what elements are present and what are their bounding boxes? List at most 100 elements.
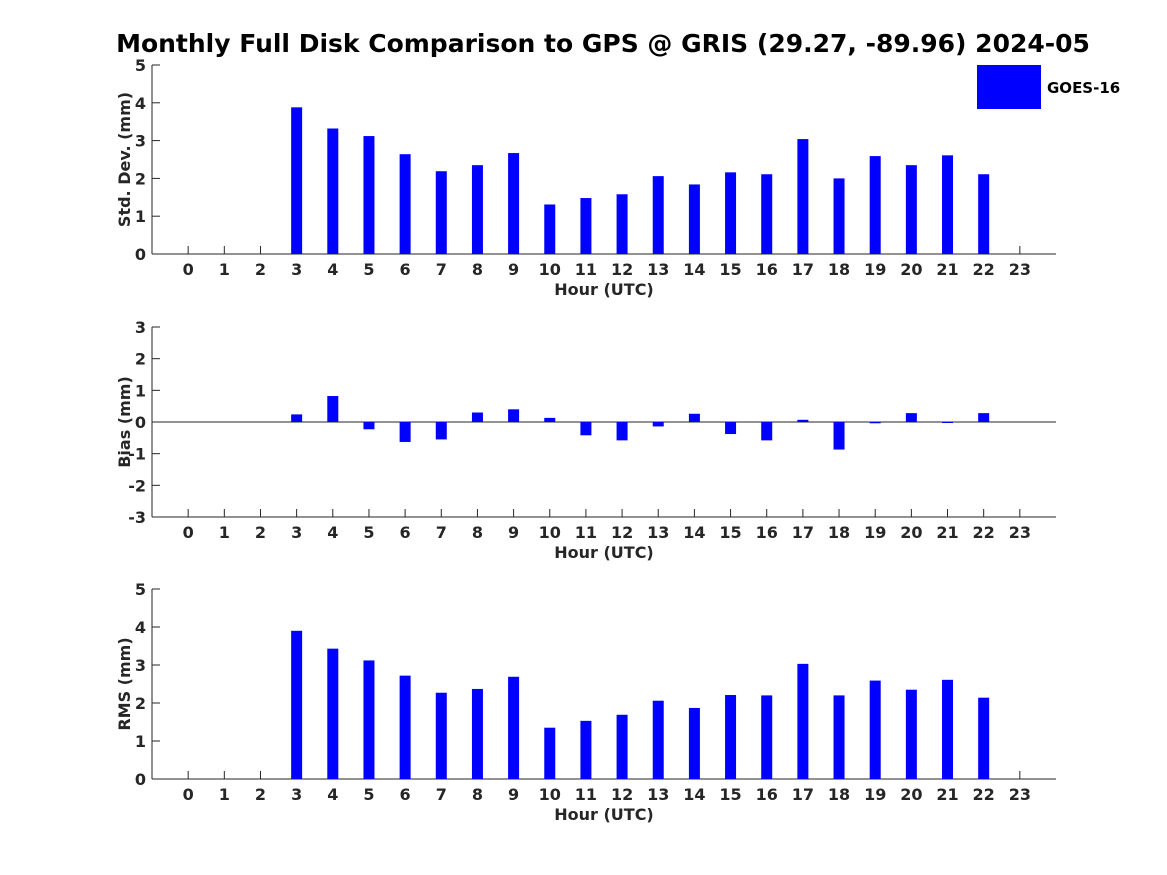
bar-7	[435, 422, 447, 440]
legend-swatch	[977, 65, 1041, 109]
x-tick-label: 7	[436, 523, 447, 542]
x-tick-label: 10	[539, 260, 561, 279]
x-tick-label: 11	[575, 785, 597, 804]
bar-22	[978, 413, 990, 422]
x-tick-label: 1	[219, 523, 230, 542]
bar-21	[942, 679, 954, 779]
bar-3	[291, 630, 303, 779]
x-tick-label: 5	[363, 785, 374, 804]
x-tick-label: 12	[611, 785, 633, 804]
bar-18	[833, 695, 845, 779]
bar-22	[978, 697, 990, 779]
y-tick-label: 5	[135, 56, 146, 75]
bar-19	[869, 156, 881, 254]
bar-8	[471, 688, 483, 779]
x-tick-label: 11	[575, 260, 597, 279]
x-tick-label: 6	[400, 260, 411, 279]
x-tick-label: 21	[936, 523, 958, 542]
bar-9	[508, 409, 520, 422]
x-tick-label: 4	[327, 260, 338, 279]
bar-15	[725, 422, 737, 435]
bar-15	[725, 695, 737, 779]
x-tick-label: 21	[936, 785, 958, 804]
bar-3	[291, 107, 303, 254]
x-tick-label: 18	[828, 785, 850, 804]
y-tick-label: 3	[135, 656, 146, 675]
x-axis-label: Hour (UTC)	[554, 805, 654, 824]
bar-14	[688, 413, 700, 422]
x-tick-label: 0	[183, 785, 194, 804]
x-tick-label: 17	[792, 785, 814, 804]
x-tick-label: 14	[683, 523, 705, 542]
bar-21	[942, 422, 954, 423]
x-tick-label: 8	[472, 260, 483, 279]
y-tick-label: 4	[135, 94, 146, 113]
bar-9	[508, 153, 520, 254]
bar-12	[616, 714, 628, 779]
bar-17	[797, 419, 809, 422]
bar-22	[978, 174, 990, 254]
x-tick-label: 12	[611, 260, 633, 279]
y-tick-label: 0	[135, 245, 146, 264]
x-tick-label: 18	[828, 260, 850, 279]
x-tick-label: 4	[327, 785, 338, 804]
x-tick-label: 13	[647, 523, 669, 542]
bar-11	[580, 720, 592, 779]
x-tick-label: 20	[900, 260, 922, 279]
bar-14	[688, 184, 700, 254]
bar-9	[508, 676, 520, 779]
x-tick-label: 7	[436, 785, 447, 804]
x-tick-label: 6	[400, 785, 411, 804]
x-tick-label: 11	[575, 523, 597, 542]
x-tick-label: 6	[400, 523, 411, 542]
y-axis-label: Bias (mm)	[115, 376, 134, 468]
bar-19	[869, 422, 881, 424]
bar-4	[327, 648, 339, 779]
y-tick-label: 2	[135, 350, 146, 369]
bar-12	[616, 422, 628, 441]
bar-15	[725, 172, 737, 254]
x-tick-label: 16	[756, 260, 778, 279]
bar-8	[471, 412, 483, 422]
bar-10	[544, 727, 556, 779]
bar-5	[363, 660, 375, 779]
x-tick-label: 2	[255, 523, 266, 542]
x-tick-label: 18	[828, 523, 850, 542]
bar-10	[544, 204, 556, 254]
y-tick-label: 2	[135, 169, 146, 188]
y-tick-label: 1	[135, 381, 146, 400]
x-tick-label: 1	[219, 785, 230, 804]
bar-17	[797, 139, 809, 254]
x-tick-label: 13	[647, 260, 669, 279]
x-tick-label: 10	[539, 523, 561, 542]
x-tick-label: 16	[756, 523, 778, 542]
bar-16	[761, 695, 773, 779]
x-tick-label: 5	[363, 260, 374, 279]
bar-3	[291, 414, 303, 422]
bar-13	[652, 700, 664, 779]
x-tick-label: 8	[472, 523, 483, 542]
x-tick-label: 22	[973, 523, 995, 542]
x-tick-label: 5	[363, 523, 374, 542]
y-tick-label: 5	[135, 580, 146, 599]
x-tick-label: 22	[973, 260, 995, 279]
y-tick-label: 4	[135, 618, 146, 637]
bar-13	[652, 422, 664, 427]
bar-7	[435, 692, 447, 779]
x-tick-label: 20	[900, 785, 922, 804]
x-tick-label: 23	[1009, 785, 1031, 804]
x-tick-label: 3	[291, 785, 302, 804]
y-axis-label: RMS (mm)	[115, 637, 134, 730]
bar-18	[833, 178, 845, 254]
bar-19	[869, 680, 881, 779]
x-tick-label: 15	[719, 785, 741, 804]
bar-5	[363, 136, 375, 254]
x-tick-label: 0	[183, 260, 194, 279]
x-tick-label: 23	[1009, 260, 1031, 279]
bar-6	[399, 675, 411, 779]
bar-16	[761, 422, 773, 441]
y-tick-label: 2	[135, 694, 146, 713]
x-tick-label: 2	[255, 785, 266, 804]
y-axis-label: Std. Dev. (mm)	[115, 92, 134, 227]
